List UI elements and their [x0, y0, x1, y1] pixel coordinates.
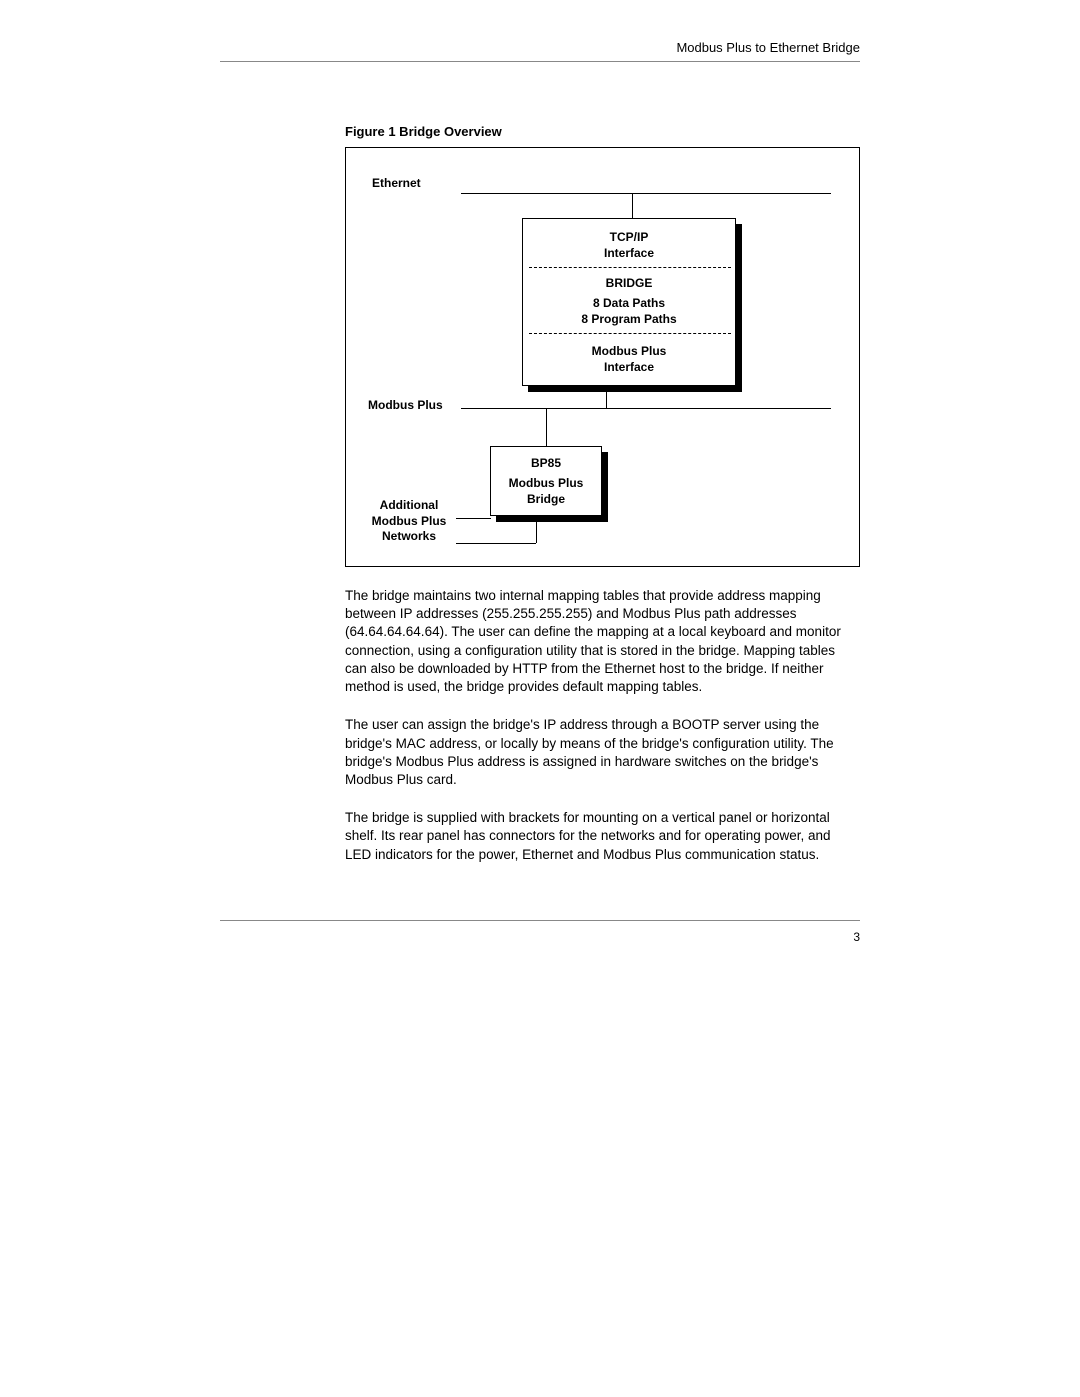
main-box-dash2: [529, 333, 731, 334]
ethernet-drop-line: [632, 193, 633, 218]
label-modbus-plus: Modbus Plus: [368, 398, 443, 414]
paragraph-3: The bridge is supplied with brackets for…: [345, 809, 860, 864]
header-rule: [220, 61, 860, 62]
main-box-l1: TCP/IP: [523, 229, 735, 245]
main-box-l7: Interface: [523, 359, 735, 375]
addl-vert: [536, 516, 537, 543]
page-number: 3: [220, 930, 860, 944]
footer-rule: [220, 920, 860, 921]
mbp-bus-line: [461, 408, 831, 409]
bp85-l3: Bridge: [491, 491, 601, 507]
paragraph-2: The user can assign the bridge's IP addr…: [345, 716, 860, 789]
content-area: Figure 1 Bridge Overview Ethernet TCP/IP…: [345, 124, 860, 864]
main-box-dash1: [529, 267, 731, 268]
page-content: Modbus Plus to Ethernet Bridge Figure 1 …: [220, 40, 860, 864]
main-box-l6: Modbus Plus: [523, 343, 735, 359]
main-box-l2: Interface: [523, 245, 735, 261]
main-box: TCP/IP Interface BRIDGE 8 Data Paths 8 P…: [522, 218, 736, 386]
running-header: Modbus Plus to Ethernet Bridge: [220, 40, 860, 55]
paragraph-1: The bridge maintains two internal mappin…: [345, 587, 860, 696]
figure-box: Ethernet TCP/IP Interface BRIDGE 8 Data …: [345, 147, 860, 567]
main-box-l5: 8 Program Paths: [523, 311, 735, 327]
label-additional: Additional Modbus Plus Networks: [364, 498, 454, 545]
bp85-drop-line: [546, 408, 547, 446]
addl-stub-lower: [456, 543, 536, 544]
bp85-l2: Modbus Plus: [491, 475, 601, 491]
label-ethernet: Ethernet: [372, 176, 421, 192]
main-box-l3: BRIDGE: [523, 275, 735, 291]
mbp-drop-line: [606, 386, 607, 408]
main-box-l4: 8 Data Paths: [523, 295, 735, 311]
bp85-box: BP85 Modbus Plus Bridge: [490, 446, 602, 516]
ethernet-bus-line: [461, 193, 831, 194]
figure-caption: Figure 1 Bridge Overview: [345, 124, 860, 139]
addl-stub-upper: [456, 518, 491, 519]
bp85-l1: BP85: [491, 455, 601, 471]
